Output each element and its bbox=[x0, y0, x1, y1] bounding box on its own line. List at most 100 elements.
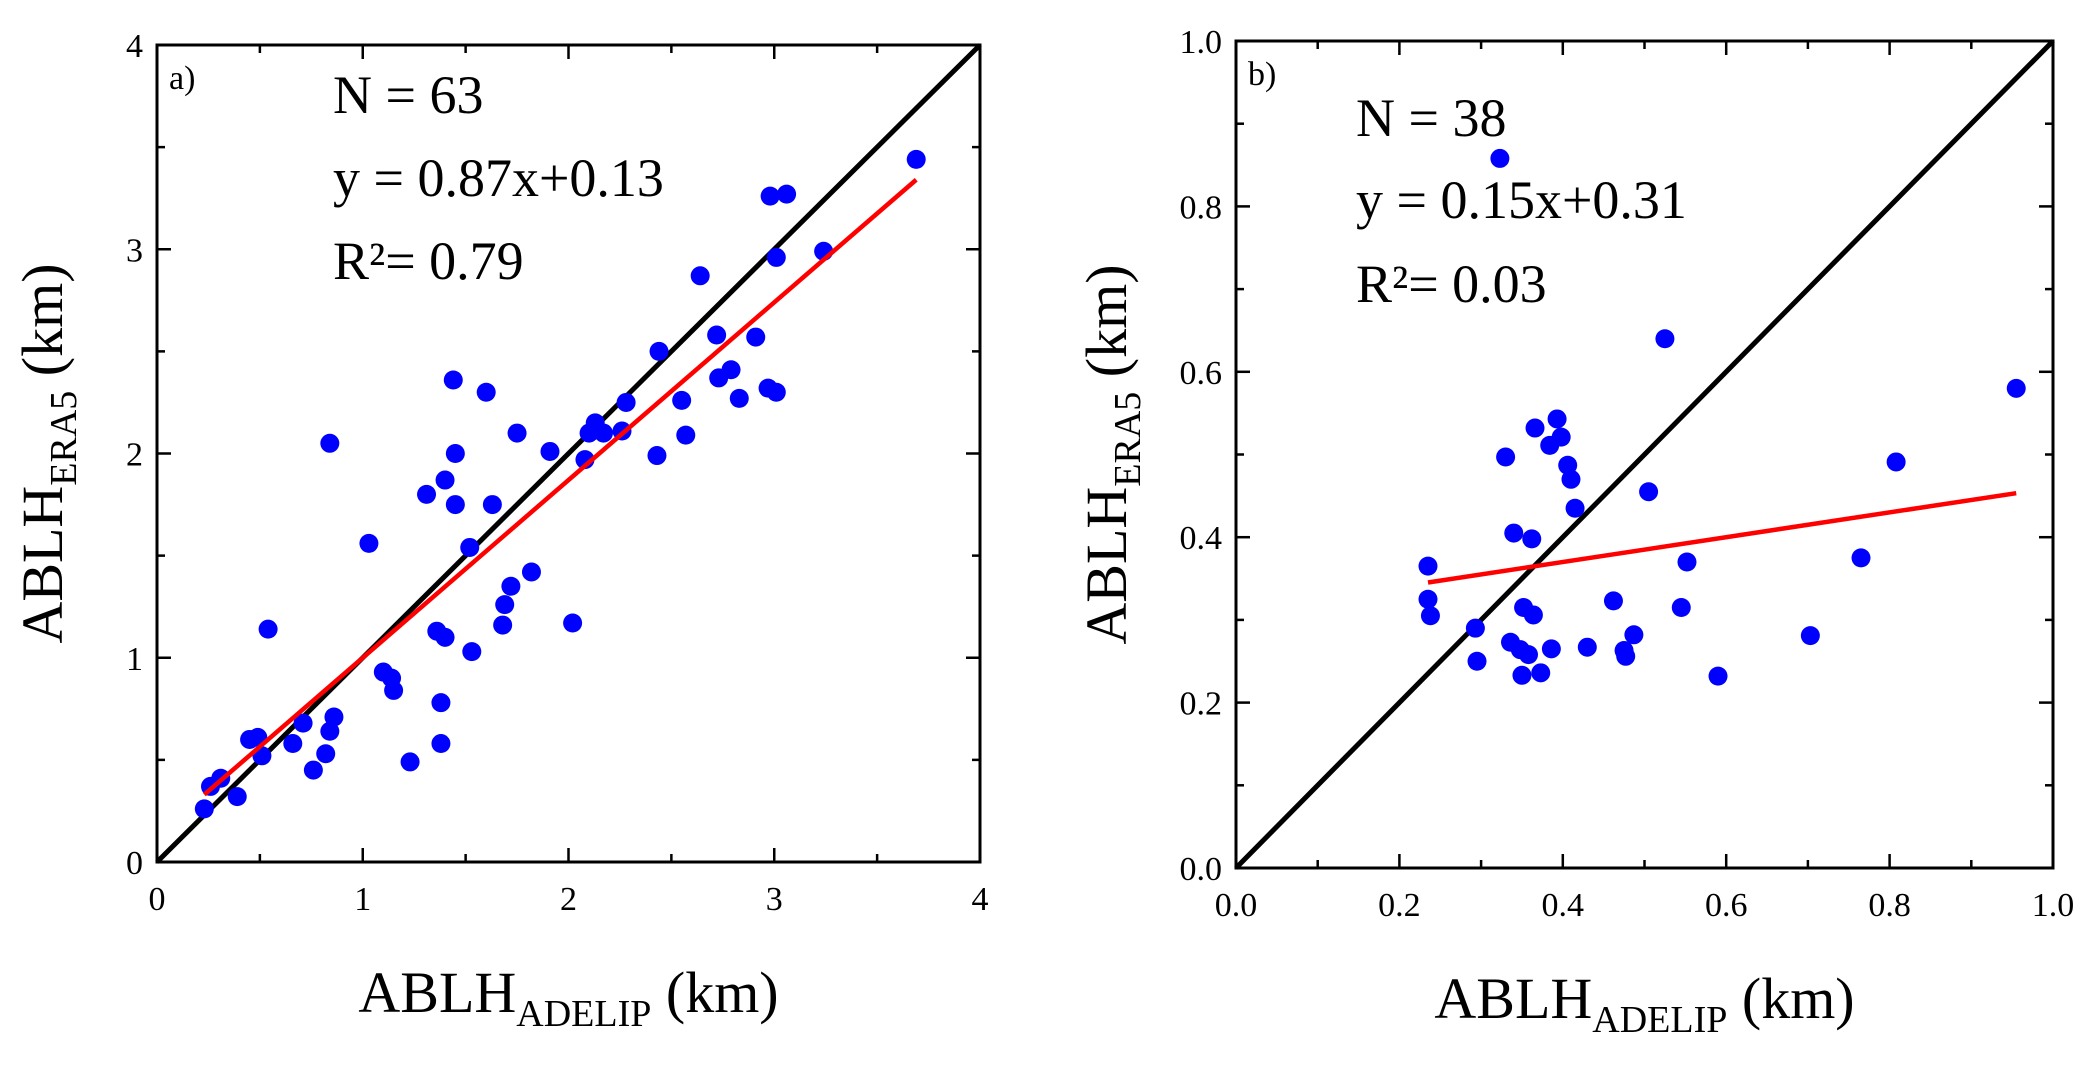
panel-a-data-point bbox=[906, 149, 926, 169]
panel-b-data-point bbox=[1603, 591, 1623, 611]
panel-b-x-tick-label: 0.8 bbox=[1868, 887, 1911, 924]
panel-b-x-axis-label-unit: (km) bbox=[1727, 966, 1854, 1031]
panel-b-data-point bbox=[1512, 665, 1532, 685]
panel-a-data-point bbox=[320, 721, 340, 741]
panel-a-x-tick-label: 3 bbox=[766, 881, 783, 918]
panel-b-data-point bbox=[1577, 637, 1597, 657]
panel-a-data-point bbox=[647, 446, 667, 466]
panel-a-data-point bbox=[316, 744, 336, 764]
panel-b-data-point bbox=[1671, 597, 1691, 617]
panel-a-data-point bbox=[766, 382, 786, 402]
panel-a-data-point bbox=[258, 619, 278, 639]
panel-b-x-axis-label-main: ABLH bbox=[1434, 966, 1592, 1031]
panel-a-x-tick-label: 2 bbox=[560, 881, 577, 918]
panel-a-data-point bbox=[676, 425, 696, 445]
panel-a-data-point bbox=[320, 433, 340, 453]
panel-a-data-point bbox=[283, 734, 303, 754]
panel-b-x-tick-label: 1.0 bbox=[2032, 887, 2075, 924]
panel-b-data-point bbox=[1522, 529, 1542, 549]
panel-a-x-axis-label-unit: (km) bbox=[651, 960, 778, 1025]
panel-b-identity-line bbox=[1234, 39, 2055, 870]
panel-b-data-point bbox=[1420, 606, 1440, 626]
panel-b-data-point bbox=[1851, 548, 1871, 568]
panel-b-data-point bbox=[1518, 645, 1538, 665]
panel-a-y-axis-label: ABLHERA5 (km) bbox=[10, 263, 85, 643]
panel-b-y-tick-label: 0.6 bbox=[1180, 355, 1223, 392]
panel-b-data-point bbox=[1490, 148, 1510, 168]
panel-b-data-point bbox=[1523, 605, 1543, 625]
panel-b-data-point bbox=[1496, 447, 1516, 467]
panel-a-data-point bbox=[777, 184, 797, 204]
panel-a-x-tick-label: 1 bbox=[354, 881, 371, 918]
panel-b-data-point bbox=[1677, 552, 1697, 572]
panel-a-y-tick-label: 2 bbox=[126, 437, 143, 474]
panel-a-fit-line bbox=[202, 178, 918, 797]
panel-b-data-point bbox=[1541, 639, 1561, 659]
panel-a-data-point bbox=[293, 713, 313, 733]
panel-b: 0.0 0.2 0.4 0.6 0.8 1.0 0.0 0.2 0.4 0.6 0.8 1.0 b) N … bbox=[1074, 24, 2074, 1041]
panel-a-x-tick-label: 0 bbox=[149, 881, 166, 918]
panel-a-annotation: R²= 0.79 bbox=[333, 231, 524, 291]
panel-a-data-point bbox=[476, 382, 496, 402]
panel-a-data-point bbox=[593, 423, 613, 443]
panel-b-y-axis-label-main: ABLH bbox=[1074, 487, 1139, 645]
panel-a-data-point bbox=[760, 186, 780, 206]
panel-a-data-point bbox=[194, 799, 214, 819]
panel-b-data-point bbox=[1561, 469, 1581, 489]
panel-b-annotation: y = 0.15x+0.31 bbox=[1356, 170, 1687, 230]
panel-a-annotation: y = 0.87x+0.13 bbox=[333, 148, 664, 208]
panel-a-y-tick-label: 3 bbox=[126, 232, 143, 269]
panel-a-y-tick-label: 4 bbox=[126, 28, 143, 65]
panel-b-data-point bbox=[1531, 663, 1551, 683]
panel-a-data-point bbox=[460, 537, 480, 557]
panel-b-x-axis-label-sub: ADELIP bbox=[1592, 999, 1727, 1041]
panel-b-data-point bbox=[1565, 498, 1585, 518]
panel-a-y-axis-label-main: ABLH bbox=[10, 486, 75, 644]
panel-b-data-point bbox=[1504, 523, 1524, 543]
panel-a-data-point bbox=[746, 327, 766, 347]
panel-b-annotation: N = 38 bbox=[1356, 88, 1506, 148]
panel-a-data-point bbox=[493, 615, 513, 635]
panel-b-annotation: R²= 0.03 bbox=[1356, 254, 1547, 314]
panel-b-data-point bbox=[1800, 626, 1820, 646]
panel-a-x-axis-label-main: ABLH bbox=[358, 960, 516, 1025]
panel-a-points bbox=[194, 149, 926, 819]
panel-b-data-point bbox=[1525, 418, 1545, 438]
panel-a-data-point bbox=[324, 707, 344, 727]
panel-b-data-point bbox=[1708, 666, 1728, 686]
panel-a-data-point bbox=[400, 752, 420, 772]
panel-a-data-point bbox=[431, 734, 451, 754]
panel-b-y-tick-label: 0.0 bbox=[1180, 851, 1223, 888]
panel-b-data-point bbox=[1465, 618, 1485, 638]
panel-a-data-point bbox=[616, 392, 636, 412]
panel-a-data-point bbox=[521, 562, 541, 582]
panel-a-y-tick-label: 0 bbox=[126, 845, 143, 882]
panel-a-data-point bbox=[690, 266, 710, 286]
panel-a-data-point bbox=[431, 693, 451, 713]
panel-a-data-point bbox=[435, 470, 455, 490]
panel-b-x-tick-label: 0.6 bbox=[1705, 887, 1748, 924]
panel-a-y-tick-label: 1 bbox=[126, 641, 143, 678]
panel-a: 0 1 2 3 4 0 1 2 3 4 a) N = 63 y = 0.87x+0.13 R²= 0.79… bbox=[10, 28, 989, 1035]
panel-a-x-tick-label: 4 bbox=[972, 881, 989, 918]
panel-a-x-axis-label-sub: ADELIP bbox=[516, 993, 651, 1035]
panel-b-data-point bbox=[1616, 646, 1636, 666]
panel-a-data-point bbox=[563, 613, 583, 633]
panel-a-data-point bbox=[707, 325, 727, 345]
panel-a-data-point bbox=[303, 760, 323, 780]
panel-b-x-tick-label: 0.2 bbox=[1378, 887, 1421, 924]
panel-a-data-point bbox=[579, 423, 599, 443]
panel-a-data-point bbox=[495, 595, 515, 615]
panel-a-y-axis-label-sub: ERA5 bbox=[43, 391, 85, 486]
panel-b-fit-line bbox=[1427, 490, 2017, 585]
panel-b-y-axis-label: ABLHERA5 (km) bbox=[1074, 264, 1149, 644]
panel-b-y-axis-label-sub: ERA5 bbox=[1107, 392, 1149, 487]
panel-a-data-point bbox=[540, 441, 560, 461]
panel-b-x-tick-label: 0.0 bbox=[1215, 887, 1258, 924]
panel-b-y-tick-label: 1.0 bbox=[1180, 24, 1223, 61]
panel-a-panel-label: a) bbox=[169, 60, 195, 97]
panel-a-data-point bbox=[435, 627, 455, 647]
panel-a-data-point bbox=[445, 444, 465, 463]
panel-b-data-point bbox=[1655, 329, 1675, 349]
